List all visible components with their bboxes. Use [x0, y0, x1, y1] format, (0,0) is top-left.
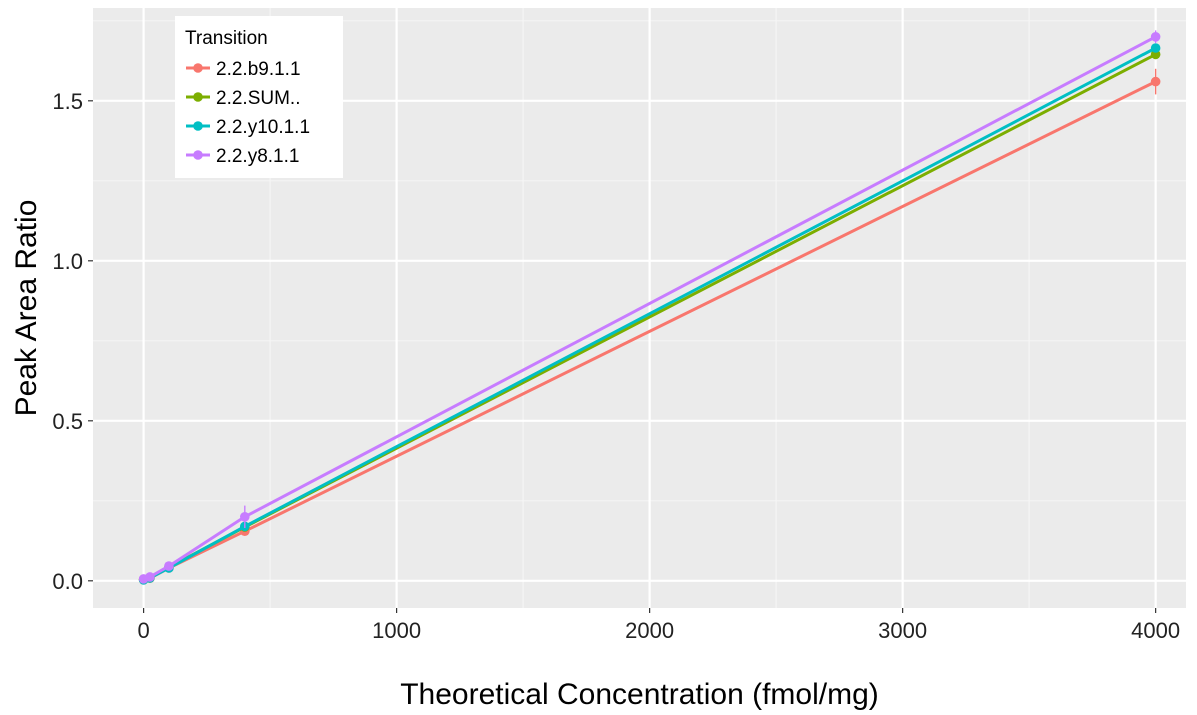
y-axis-ticks: 0.0 0.5 1.0 1.5 — [52, 89, 93, 594]
legend-key-point — [193, 63, 203, 73]
legend-item: 2.2.y8.1.1 — [186, 146, 299, 167]
legend-label: 2.2.b9.1.1 — [216, 59, 301, 80]
x-tick-label: 2000 — [625, 618, 674, 643]
data-point — [145, 572, 155, 582]
legend-label: 2.2.y10.1.1 — [216, 117, 310, 138]
legend-key-point — [193, 150, 203, 160]
legend-items: 2.2.b9.1.1 2.2.SUM.. 2.2.y10.1.1 2.2.y8.1.1 — [186, 59, 310, 167]
legend-key-point — [193, 92, 203, 102]
x-tick-label: 3000 — [878, 618, 927, 643]
y-tick-label: 0.5 — [52, 409, 83, 434]
legend-label: 2.2.y8.1.1 — [216, 146, 299, 167]
data-point — [1150, 43, 1161, 53]
y-axis-title: Peak Area Ratio — [10, 200, 43, 417]
x-tick-label: 0 — [137, 618, 149, 643]
legend-item: 2.2.b9.1.1 — [186, 59, 301, 80]
data-point — [164, 561, 174, 571]
y-tick-label: 0.0 — [52, 569, 83, 594]
data-point — [240, 512, 250, 522]
y-tick-label: 1.0 — [52, 249, 83, 274]
legend: Transition 2.2.b9.1.1 2.2.SUM.. 2.2.y10.1.… — [175, 16, 343, 178]
legend-title: Transition — [185, 28, 268, 49]
legend-item: 2.2.y10.1.1 — [186, 117, 310, 138]
major-gridlines — [93, 8, 1186, 608]
legend-label: 2.2.SUM.. — [216, 88, 300, 109]
x-tick-label: 4000 — [1131, 618, 1180, 643]
x-axis-ticks: 0 1000 2000 3000 4000 — [137, 608, 1180, 643]
data-point — [1150, 32, 1161, 42]
data-point — [1150, 76, 1161, 87]
legend-item: 2.2.SUM.. — [186, 88, 300, 109]
x-tick-label: 1000 — [372, 618, 421, 643]
series-layer — [138, 30, 1161, 585]
y-tick-label: 1.5 — [52, 89, 83, 114]
series-2.2.y8.1.1 — [138, 30, 1161, 584]
x-axis-title: Theoretical Concentration (fmol/mg) — [400, 678, 879, 711]
legend-key-point — [193, 121, 203, 131]
